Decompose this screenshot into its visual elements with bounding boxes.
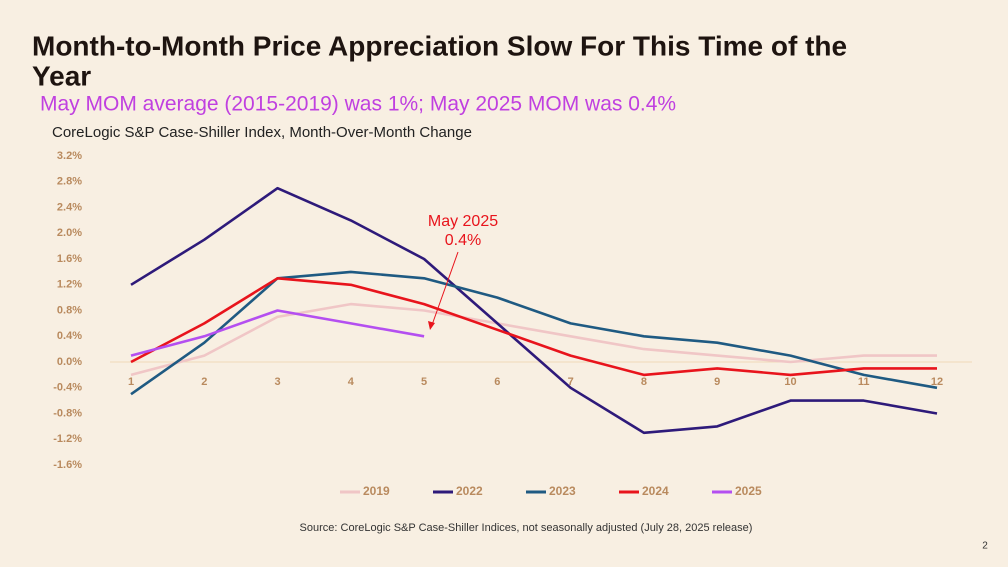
series-line <box>130 277 937 377</box>
y-tick-label: -1.2% <box>53 433 82 445</box>
legend-label: 2024 <box>642 484 669 498</box>
slide-title-1: Month-to-Month Price Appreciation Slow F… <box>32 30 847 61</box>
x-tick-label: 5 <box>421 376 427 388</box>
x-tick-label: 3 <box>274 376 280 388</box>
series-line <box>130 270 938 396</box>
chart-title: CoreLogic S&P Case-Shiller Index, Month-… <box>52 124 472 141</box>
y-tick-label: 1.6% <box>57 253 82 265</box>
x-tick-label: 10 <box>784 376 796 388</box>
y-tick-label: -1.6% <box>53 459 82 471</box>
y-tick-label: 2.4% <box>57 201 82 213</box>
page-number: 2 <box>982 541 988 552</box>
subtitle: May MOM average (2015-2019) was 1%; May … <box>40 93 676 116</box>
x-tick-label: 2 <box>201 376 207 388</box>
y-tick-label: 1.2% <box>57 279 82 291</box>
slide-title-2: Year <box>32 60 91 91</box>
y-tick-label: 2.0% <box>57 227 82 239</box>
source: Source: CoreLogic S&P Case-Shiller Indic… <box>300 522 753 534</box>
annotation: May 2025 <box>428 213 498 230</box>
arrow-head <box>428 321 435 330</box>
x-tick-label: 8 <box>641 376 647 388</box>
series-line <box>130 302 937 377</box>
x-tick-label: 9 <box>714 376 720 388</box>
y-tick-label: 0.4% <box>57 330 82 342</box>
annotation: 0.4% <box>445 232 481 249</box>
y-tick-label: -0.8% <box>53 407 82 419</box>
y-tick-label: 0.0% <box>57 356 82 368</box>
annotation-arrow <box>431 251 459 326</box>
y-tick-label: 3.2% <box>57 150 82 162</box>
legend-label: 2022 <box>456 484 483 498</box>
x-tick-label: 7 <box>568 376 574 388</box>
x-tick-label: 11 <box>858 376 870 388</box>
legend-label: 2019 <box>363 484 390 498</box>
series-line <box>130 186 938 435</box>
x-tick-label: 4 <box>348 376 355 388</box>
series-line <box>130 309 425 357</box>
y-tick-label: 0.8% <box>57 304 82 316</box>
x-tick-label: 12 <box>931 376 943 388</box>
y-tick-label: -0.4% <box>53 382 82 394</box>
legend-label: 2025 <box>735 484 762 498</box>
x-tick-label: 6 <box>494 376 500 388</box>
legend-label: 2023 <box>549 484 576 498</box>
x-tick-label: 1 <box>128 376 134 388</box>
y-tick-label: 2.8% <box>57 176 82 188</box>
